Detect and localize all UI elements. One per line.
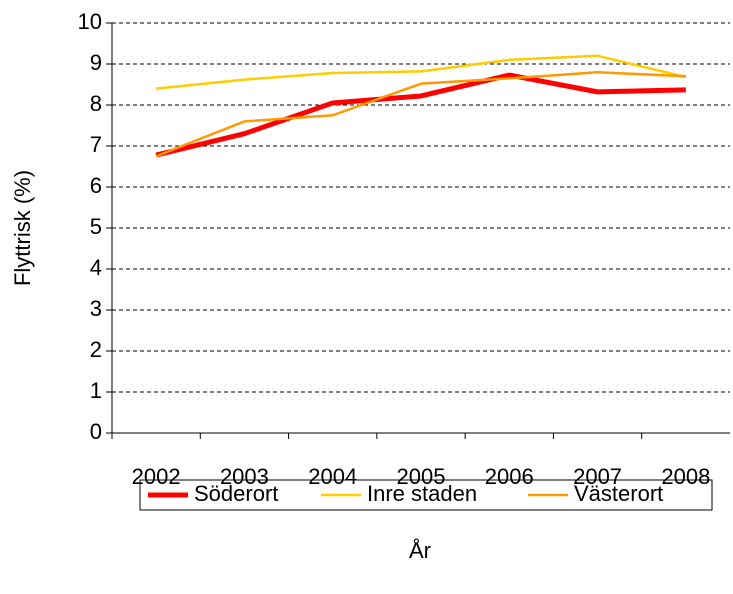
x-tick-label: 2007 [573,464,622,489]
y-tick-label: 7 [90,132,102,157]
y-tick-label: 3 [90,296,102,321]
x-tick-label: 2006 [485,464,534,489]
x-tick-label: 2002 [132,464,181,489]
legend-label: Inre staden [367,481,477,506]
y-tick-label: 2 [90,337,102,362]
y-tick-label: 9 [90,50,102,75]
x-tick-label: 2008 [661,464,710,489]
y-tick-label: 10 [78,9,102,34]
legend-label: Västerort [574,481,663,506]
series-line [156,54,687,90]
series-line [155,70,686,158]
y-tick-label: 6 [90,173,102,198]
y-tick-label: 4 [90,255,102,280]
y-tick-label: 5 [90,214,102,239]
x-tick-label: 2003 [220,464,269,489]
legend-box [139,479,713,511]
y-axis-label: Flyttrisk (%) [10,170,35,286]
x-axis-label: År [409,538,431,563]
y-tick-label: 1 [90,378,102,403]
y-tick-label: 8 [90,91,102,116]
x-tick-label: 2004 [308,464,357,489]
y-tick-label: 0 [90,419,102,444]
legend-label: Söderort [194,481,278,506]
x-tick-label: 2005 [397,464,446,489]
series-line [155,72,686,158]
